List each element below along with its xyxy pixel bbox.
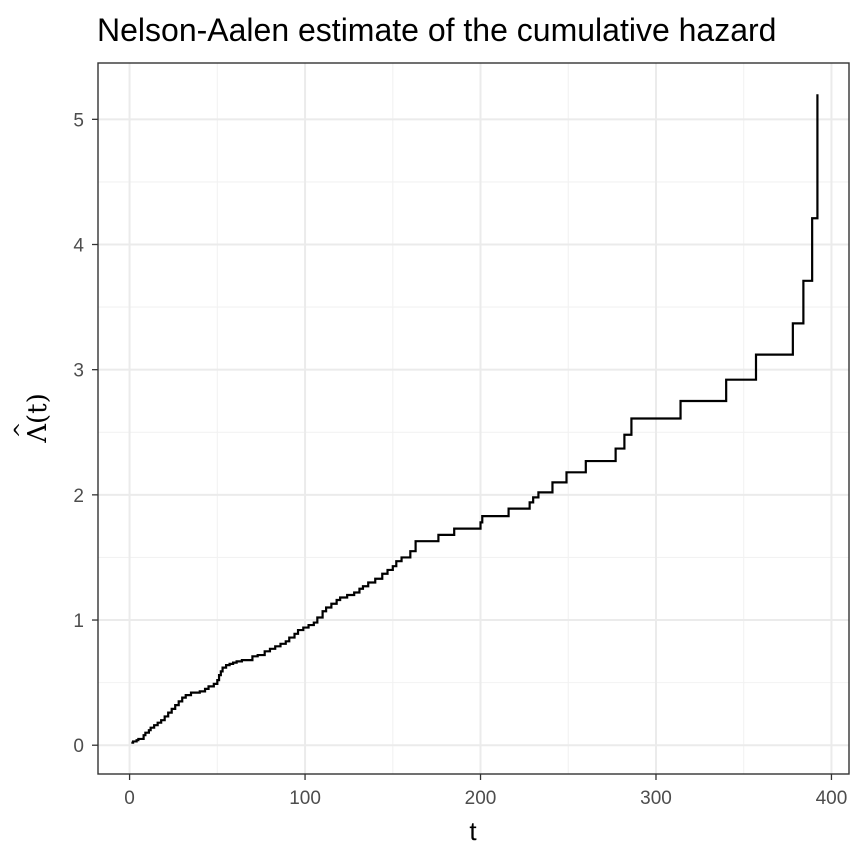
- x-tick-label: 300: [640, 788, 672, 809]
- hazard-step-line: [131, 94, 819, 744]
- x-tick-label: 200: [465, 788, 497, 809]
- chart-title: Nelson-Aalen estimate of the cumulative …: [97, 12, 776, 48]
- major-gridlines: [98, 63, 849, 774]
- x-tick-label: 0: [124, 788, 135, 809]
- y-tick-label: 4: [73, 236, 84, 257]
- x-axis: 0 100 200 300 400: [124, 774, 847, 809]
- y-tick-label: 1: [73, 611, 84, 632]
- y-axis-label-text: Λ(t): [23, 393, 53, 444]
- minor-gridlines: [98, 63, 849, 774]
- y-axis: 0 1 2 3 4 5: [73, 110, 98, 757]
- y-axis-label-accent: ^: [9, 422, 33, 439]
- y-axis-label: Λ(t) ^: [9, 393, 53, 444]
- x-tick-label: 100: [289, 788, 321, 809]
- y-tick-label: 5: [73, 110, 84, 131]
- y-tick-label: 2: [73, 486, 84, 507]
- plot-border: [97, 62, 850, 775]
- x-axis-label: t: [469, 816, 477, 846]
- plot-panel: [98, 63, 849, 774]
- x-tick-label: 400: [816, 788, 848, 809]
- y-tick-label: 0: [73, 736, 84, 757]
- y-tick-label: 3: [73, 361, 84, 382]
